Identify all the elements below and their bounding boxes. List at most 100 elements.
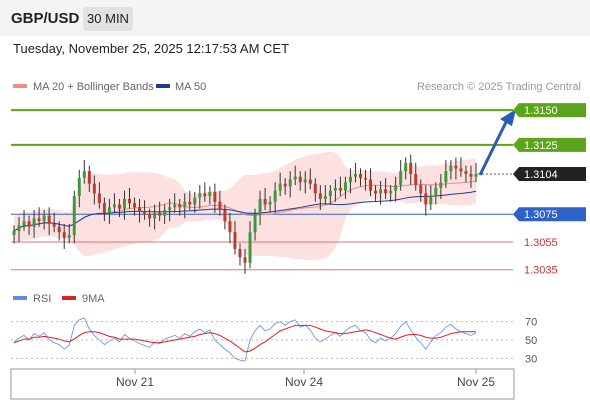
- candle-body: [288, 179, 292, 187]
- candle-body: [414, 173, 418, 186]
- candle-body: [419, 185, 423, 194]
- candle-body: [348, 176, 352, 183]
- candle-body: [133, 203, 137, 208]
- candle-body: [293, 176, 297, 180]
- ma50-line: [13, 190, 477, 232]
- price-tag-text-1.3150: 1.3150: [524, 105, 558, 117]
- candle-body: [32, 218, 36, 227]
- candle-body: [243, 257, 247, 263]
- candle-body: [163, 210, 167, 216]
- price-tag-text-1.3104: 1.3104: [524, 169, 558, 181]
- candle-body: [353, 173, 357, 177]
- candle-body: [359, 173, 362, 179]
- candle-body: [117, 204, 121, 209]
- candle-body: [138, 207, 142, 212]
- candle-body: [37, 218, 41, 222]
- candle-body: [67, 235, 71, 238]
- candle-body: [208, 192, 212, 197]
- candle-body: [459, 168, 463, 172]
- timeframe-button[interactable]: 30 MIN: [83, 7, 133, 31]
- candle-body: [343, 182, 347, 191]
- candle-body: [128, 198, 131, 204]
- candle-body: [198, 193, 202, 198]
- price-tag-1.3075: [513, 207, 586, 222]
- candle-body: [283, 183, 287, 187]
- rsi-line: [13, 317, 477, 362]
- candle-body: [223, 210, 227, 222]
- candle-body: [328, 190, 332, 197]
- candle-body: [112, 204, 116, 208]
- candle-body: [97, 193, 101, 204]
- candle-body: [188, 201, 192, 205]
- ma50-legend-swatch: [156, 84, 170, 88]
- candle-body: [464, 171, 468, 174]
- candle-body: [474, 173, 478, 177]
- price-tag-1.3150: [513, 103, 586, 118]
- price-tag-text-1.3075: 1.3075: [524, 209, 558, 221]
- candle-body: [469, 173, 473, 177]
- candle-body: [153, 212, 157, 219]
- candle-body: [218, 201, 222, 211]
- forecast-arrow-head: [500, 109, 516, 127]
- rsi-tick-50: 50: [525, 335, 537, 347]
- candle-body: [57, 226, 61, 233]
- candle-body: [444, 171, 448, 183]
- candle-body: [434, 187, 438, 197]
- candle-body: [338, 187, 342, 191]
- candle-body: [399, 171, 403, 186]
- candle-body: [72, 196, 76, 236]
- candle-body: [52, 223, 56, 227]
- candle-body: [42, 215, 46, 222]
- x-tick-label: Nov 21: [116, 375, 154, 389]
- candle-body: [228, 221, 232, 233]
- candle-body: [122, 198, 126, 209]
- candle-body: [143, 211, 147, 215]
- ma50-legend-label: MA 50: [175, 81, 206, 93]
- rsi-legend-swatch: [13, 296, 27, 300]
- candle-body: [233, 232, 237, 249]
- rsi-ma-line: [13, 324, 476, 353]
- candle-body: [47, 215, 51, 224]
- candle-body: [394, 185, 398, 191]
- candle-body: [258, 198, 262, 215]
- price-label-1.3035: 1.3035: [524, 265, 558, 277]
- rsi-legend-label: RSI: [33, 293, 51, 305]
- candle-body: [389, 190, 393, 194]
- candle-body: [168, 207, 172, 211]
- candle-body: [263, 198, 267, 205]
- forecast-arrow-line: [478, 119, 509, 176]
- candle-body: [429, 196, 433, 205]
- candle-body: [77, 178, 81, 197]
- rsi-ma-legend-label: 9MA: [82, 293, 105, 305]
- candle-body: [278, 183, 282, 191]
- symbol-title: GBP/USD: [11, 10, 80, 27]
- candle-body: [17, 225, 21, 231]
- candle-body: [253, 214, 257, 233]
- candle-body: [369, 179, 373, 191]
- candle-body: [203, 193, 207, 197]
- x-tick-label: Nov 25: [457, 375, 495, 389]
- candle-body: [183, 201, 187, 208]
- candle-body: [158, 212, 162, 216]
- candle-body: [92, 183, 96, 194]
- ma20-legend-swatch: [13, 84, 27, 88]
- candle-body: [82, 171, 86, 179]
- price-tag-text-1.3125: 1.3125: [524, 140, 558, 152]
- candle-body: [308, 179, 312, 184]
- candle-body: [12, 230, 16, 236]
- candle-body: [87, 171, 91, 184]
- candle-body: [313, 183, 317, 194]
- chart-datetime: Tuesday, November 25, 2025 12:17:53 AM C…: [13, 41, 290, 56]
- candle-body: [213, 192, 217, 202]
- candle-body: [379, 189, 383, 194]
- x-axis-frame: [10, 368, 515, 400]
- candle-body: [248, 232, 252, 263]
- candle-body: [173, 204, 177, 208]
- candle-body: [298, 176, 302, 183]
- candle-body: [439, 182, 443, 188]
- candle-body: [238, 248, 242, 258]
- candle-body: [364, 178, 368, 180]
- candle-body: [323, 196, 327, 199]
- candle-body: [318, 193, 322, 199]
